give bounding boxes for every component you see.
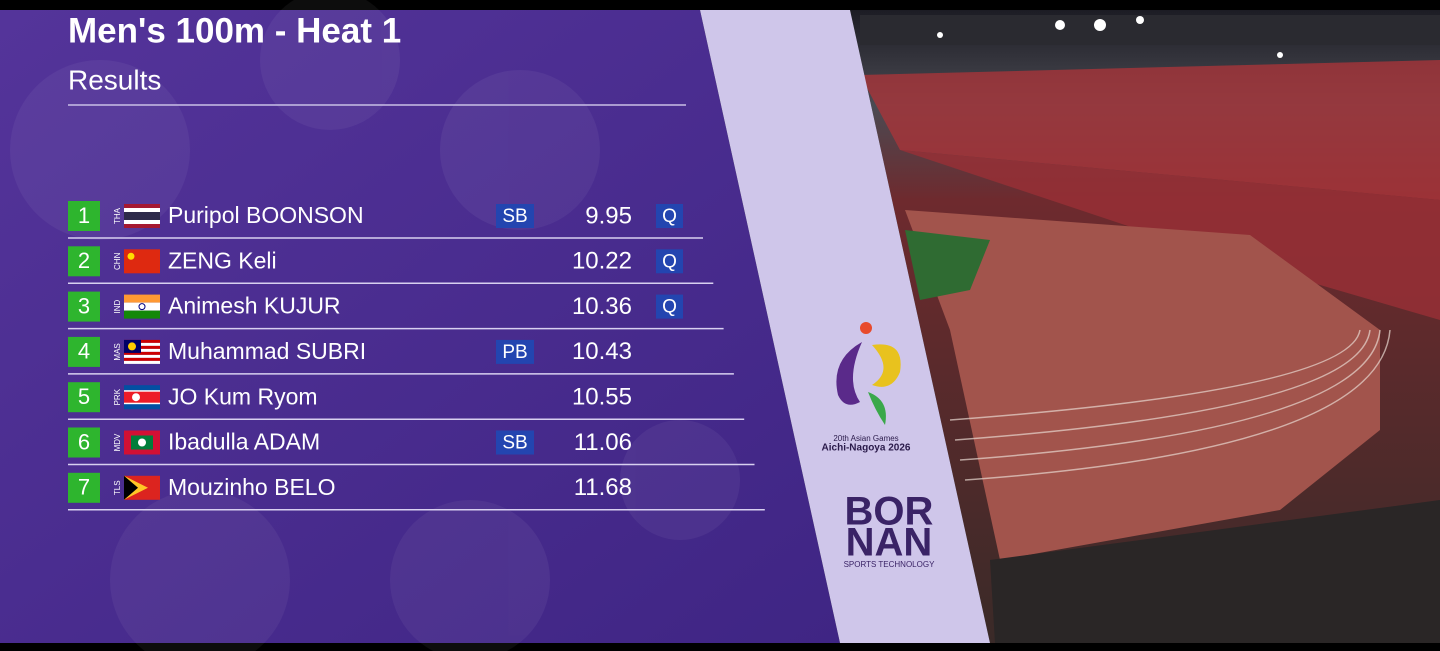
flag-stripe <box>124 224 160 228</box>
time: 10.55 <box>572 384 632 411</box>
note-box <box>496 204 534 228</box>
stadium-image <box>850 10 1440 643</box>
qualifier: Q <box>662 297 677 318</box>
qualifier: Q <box>662 251 677 272</box>
flag-stripe <box>124 220 160 224</box>
country-code: MAS <box>113 343 122 360</box>
flag-stripe <box>124 294 160 303</box>
athlete-name: ZENG Keli <box>168 247 277 273</box>
brand-line: BOR <box>845 490 934 534</box>
flag-triangle <box>124 475 138 500</box>
flag-stripe <box>124 204 160 208</box>
games-emblem <box>836 322 901 425</box>
athlete-name: Ibadulla ADAM <box>168 429 320 455</box>
athlete-name: Muhammad SUBRI <box>168 338 366 364</box>
athlete-name: JO Kum Ryom <box>168 383 318 409</box>
flag-stripe <box>124 351 160 355</box>
flag-wheel <box>138 303 146 311</box>
rank: 2 <box>78 248 90 273</box>
rank: 4 <box>78 339 90 364</box>
country-code: THA <box>113 207 122 224</box>
flag-stripe <box>124 339 160 343</box>
flag-stripe <box>124 391 160 403</box>
flag-stripe <box>124 345 160 349</box>
country-code: PRK <box>113 388 122 405</box>
time: 11.68 <box>574 474 632 501</box>
flag <box>124 249 160 274</box>
flag-stripe <box>124 342 160 346</box>
brand-tagline: SPORTS TECHNOLOGY <box>844 560 936 569</box>
time: 9.95 <box>585 202 632 229</box>
time: 10.43 <box>572 338 632 365</box>
rank-box <box>68 427 100 458</box>
time: 11.06 <box>574 429 632 456</box>
results-panel <box>0 10 840 643</box>
subtitle: Results <box>68 64 161 95</box>
time: 10.22 <box>572 248 632 275</box>
qualifier-box <box>656 294 683 319</box>
country-code: CHN <box>113 252 122 270</box>
flag-moon <box>128 342 136 351</box>
note: SB <box>502 433 527 454</box>
rank: 6 <box>78 429 90 454</box>
flag-moon <box>138 438 146 447</box>
rank-box <box>68 382 100 413</box>
flag <box>124 204 160 228</box>
note: PB <box>502 342 527 363</box>
country-code: TLS <box>113 480 122 495</box>
flag-stripe <box>124 357 160 361</box>
flag-stripe <box>124 354 160 358</box>
note-box <box>496 339 534 364</box>
flag-stripe <box>124 208 160 212</box>
flag-star <box>127 252 135 260</box>
flag <box>124 294 160 319</box>
flag-stripe <box>124 310 160 319</box>
rank-box <box>68 246 100 277</box>
flag-disc <box>132 393 140 402</box>
event-host: Aichi-Nagoya 2026 <box>822 443 911 454</box>
flag <box>124 339 160 364</box>
rank-box <box>68 336 100 367</box>
flag-stripe <box>124 302 160 311</box>
qualifier: Q <box>662 206 677 227</box>
qualifier-box <box>656 204 683 228</box>
rank-box <box>68 201 100 231</box>
rank: 1 <box>78 203 90 228</box>
rank-box <box>68 291 100 322</box>
logo-stripe <box>700 10 990 643</box>
flag-stripe <box>124 360 160 364</box>
country-code: IND <box>113 299 122 313</box>
title: Men's 100m - Heat 1 <box>68 11 401 50</box>
flag-field <box>124 249 160 274</box>
event-name: 20th Asian Games <box>833 434 898 443</box>
flag <box>124 385 160 410</box>
flag-stripe <box>124 348 160 352</box>
flag-stripe <box>124 212 160 220</box>
brand-line: NAN <box>846 521 933 565</box>
athlete-name: Animesh KUJUR <box>168 293 341 319</box>
rank-box <box>68 472 100 503</box>
note: SB <box>502 206 527 227</box>
qualifier-box <box>656 249 683 274</box>
rank: 5 <box>78 384 90 409</box>
rank: 7 <box>78 475 90 500</box>
note-box <box>496 430 534 455</box>
time: 10.36 <box>572 293 632 320</box>
results-table: 1 THA Puripol BOONSON SB 9.95 Q 2 CHN ZENG Keli 1… <box>68 201 765 511</box>
athlete-name: Puripol BOONSON <box>168 202 364 228</box>
flag <box>124 475 160 500</box>
country-code: MDV <box>113 433 122 451</box>
athlete-name: Mouzinho BELO <box>168 474 335 500</box>
flag <box>124 430 160 455</box>
rank: 3 <box>78 293 90 318</box>
